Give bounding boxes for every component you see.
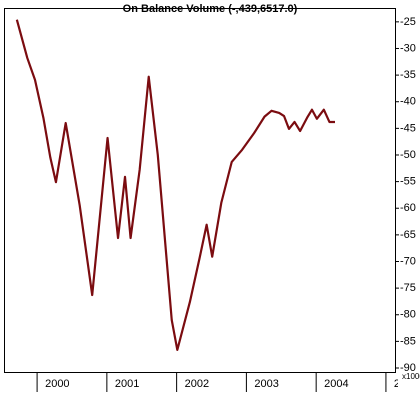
x-tick-label: 2005 xyxy=(394,378,418,390)
plot-frame xyxy=(4,8,396,373)
y-tick-label: -35 xyxy=(400,69,416,81)
chart-title: On Balance Volume (-,439,6517.0) xyxy=(123,3,298,15)
y-tick-label: -40 xyxy=(400,96,416,108)
y-tick-label: -50 xyxy=(400,149,416,161)
y-tick-label: -65 xyxy=(400,229,416,241)
y-tick-label: -90 xyxy=(400,362,416,374)
x-tick-label: 2000 xyxy=(45,378,69,390)
x-tick-label: 2002 xyxy=(185,378,209,390)
x-tick-label: 2003 xyxy=(254,378,278,390)
y-tick-label: -70 xyxy=(400,255,416,267)
y-tick-label: -30 xyxy=(400,42,416,54)
y-tick-label: -45 xyxy=(400,122,416,134)
line-series xyxy=(15,19,335,351)
y-tick-label: -55 xyxy=(400,176,416,188)
y-tick-label: -60 xyxy=(400,202,416,214)
x-axis-labels: 2000 2001 2002 2003 2004 2005 xyxy=(45,378,418,390)
y-tick-label: -85 xyxy=(400,335,416,347)
x-tick-label: 2004 xyxy=(324,378,348,390)
x-tick-label: 2001 xyxy=(115,378,139,390)
y-unit: x1000 xyxy=(402,372,420,381)
y-tick-label: -25 xyxy=(400,16,416,28)
y-tick-label: -80 xyxy=(400,309,416,321)
y-tick-label: -75 xyxy=(400,282,416,294)
